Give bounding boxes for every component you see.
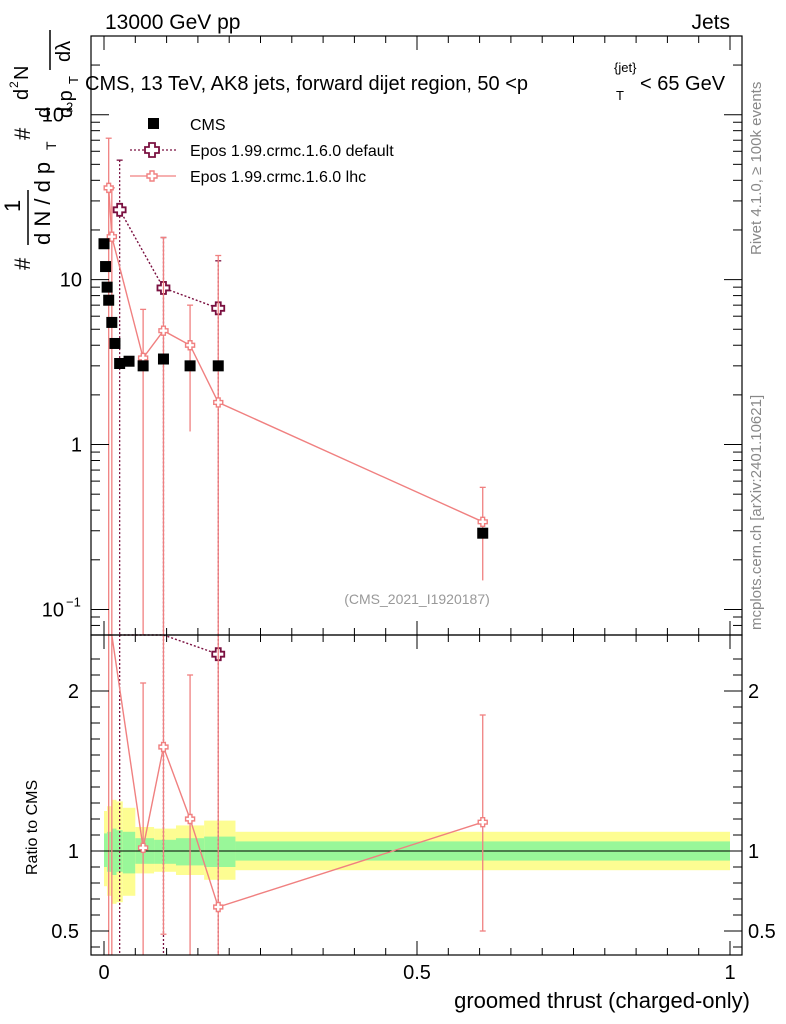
ratio-y-tick-label-right: 0.5 bbox=[748, 921, 776, 943]
legend: CMS Epos 1.99.crmc.1.6.0 default Epos 1.… bbox=[130, 117, 394, 186]
lhc-ratio-point bbox=[137, 842, 149, 853]
x-tick-label: 1 bbox=[724, 962, 735, 984]
lhc-point bbox=[106, 231, 118, 242]
legend-label-default: Epos 1.99.crmc.1.6.0 default bbox=[190, 143, 394, 160]
legend-marker-default bbox=[144, 142, 160, 158]
lhc-point bbox=[213, 397, 224, 408]
title-main: CMS, 13 TeV, AK8 jets, forward dijet reg… bbox=[85, 73, 528, 95]
lhc-point bbox=[103, 182, 114, 194]
ylabel-lambda: dλ bbox=[53, 41, 75, 62]
band-inner-4 bbox=[122, 831, 136, 874]
cms-data-point bbox=[109, 337, 121, 349]
ylabel-inner-hash: # bbox=[10, 127, 35, 140]
lhc-point bbox=[184, 340, 196, 351]
ylabel-right-den: d p bbox=[55, 90, 77, 118]
x-tick-label: 0.5 bbox=[403, 962, 431, 984]
x-axis-label: groomed thrust (charged-only) bbox=[454, 988, 750, 1013]
lhc-point bbox=[158, 325, 169, 336]
ratio-y-tick-label: 1 bbox=[68, 841, 79, 863]
analysis-id: (CMS_2021_I1920187) bbox=[344, 591, 490, 607]
ylabel-right-den-sub: T bbox=[66, 76, 81, 84]
lhc-ratio-point bbox=[158, 741, 169, 753]
ratio-y-tick-label: 2 bbox=[68, 681, 79, 703]
cms-data-point bbox=[137, 360, 149, 372]
band-inner-6 bbox=[154, 839, 176, 864]
cms-data-point bbox=[157, 353, 169, 365]
cms-data-point bbox=[101, 281, 113, 293]
title-sub: T bbox=[616, 88, 624, 103]
lhc-ratio-point bbox=[213, 901, 224, 913]
chart-title: CMS, 13 TeV, AK8 jets, forward dijet reg… bbox=[85, 60, 726, 103]
lhc-point bbox=[477, 516, 488, 528]
site-label: mcplots.cern.ch [arXiv:2401.10621] bbox=[748, 395, 765, 630]
cms-data-point bbox=[184, 360, 196, 372]
ratio-y-tick-label-right: 1 bbox=[748, 841, 759, 863]
title-tail: < 65 GeV bbox=[640, 73, 726, 95]
y-tick-label: 10 bbox=[42, 105, 64, 127]
legend-label-lhc: Epos 1.99.crmc.1.6.0 lhc bbox=[190, 169, 366, 186]
ratio-panel-marks bbox=[108, 634, 488, 955]
ratio-y-tick-label: 0.5 bbox=[51, 921, 79, 943]
y-tick-label: 10 bbox=[42, 599, 64, 621]
band-inner-0 bbox=[104, 833, 108, 867]
legend-marker-lhc bbox=[146, 170, 158, 182]
cms-data-point bbox=[98, 238, 110, 250]
ylabel-den-sub: T bbox=[43, 141, 59, 150]
ylabel-num-d: d bbox=[11, 89, 33, 100]
legend-label-cms: CMS bbox=[190, 117, 226, 134]
main-panel-frame bbox=[90, 35, 743, 636]
band-inner-2 bbox=[111, 828, 117, 875]
ylabel-num-N: N bbox=[11, 66, 33, 80]
lhc-ratio-point bbox=[477, 817, 488, 828]
cms-data-point bbox=[212, 360, 224, 372]
x-tick-label: 0 bbox=[98, 962, 109, 984]
lhc-ratio-point bbox=[184, 813, 196, 825]
y-tick-label: 10 bbox=[60, 270, 82, 292]
default-line bbox=[119, 209, 219, 309]
y-axis-label: # 1 d N / d p T # d d p T d 2 N dλ bbox=[0, 30, 81, 270]
ylabel-den-left: d N / d p bbox=[30, 162, 55, 245]
cms-data-point bbox=[477, 527, 489, 539]
ratio-y-tick-label-right: 2 bbox=[748, 681, 759, 703]
cms-data-point bbox=[123, 355, 135, 367]
cms-data-point bbox=[103, 294, 115, 306]
y-tick-label: 1 bbox=[71, 435, 82, 457]
ylabel-right-num: d bbox=[33, 107, 55, 118]
rivet-label: Rivet 4.1.0, ≥ 100k events bbox=[748, 82, 765, 255]
cms-data-point bbox=[114, 357, 126, 369]
default-ratio-line bbox=[119, 634, 219, 655]
ylabel-outer-hash: # bbox=[10, 257, 35, 270]
category-label: Jets bbox=[691, 11, 730, 34]
y-tick-exponent: 2 bbox=[66, 100, 73, 115]
y-tick-exponent: −1 bbox=[66, 594, 81, 609]
legend-marker-cms bbox=[148, 118, 159, 129]
default-point bbox=[112, 202, 127, 217]
ylabel-one: 1 bbox=[0, 200, 25, 212]
cms-data-point bbox=[106, 316, 118, 328]
cms-data-point bbox=[100, 261, 112, 273]
ratio-y-label: Ratio to CMS bbox=[24, 780, 41, 875]
ylabel-num-sup: 2 bbox=[7, 81, 21, 88]
title-sup: {jet} bbox=[614, 60, 637, 75]
main-panel-marks bbox=[98, 137, 489, 635]
energy-label: 13000 GeV pp bbox=[105, 11, 240, 34]
band-inner-8 bbox=[204, 836, 236, 867]
ratio-panel-frame bbox=[90, 634, 743, 956]
